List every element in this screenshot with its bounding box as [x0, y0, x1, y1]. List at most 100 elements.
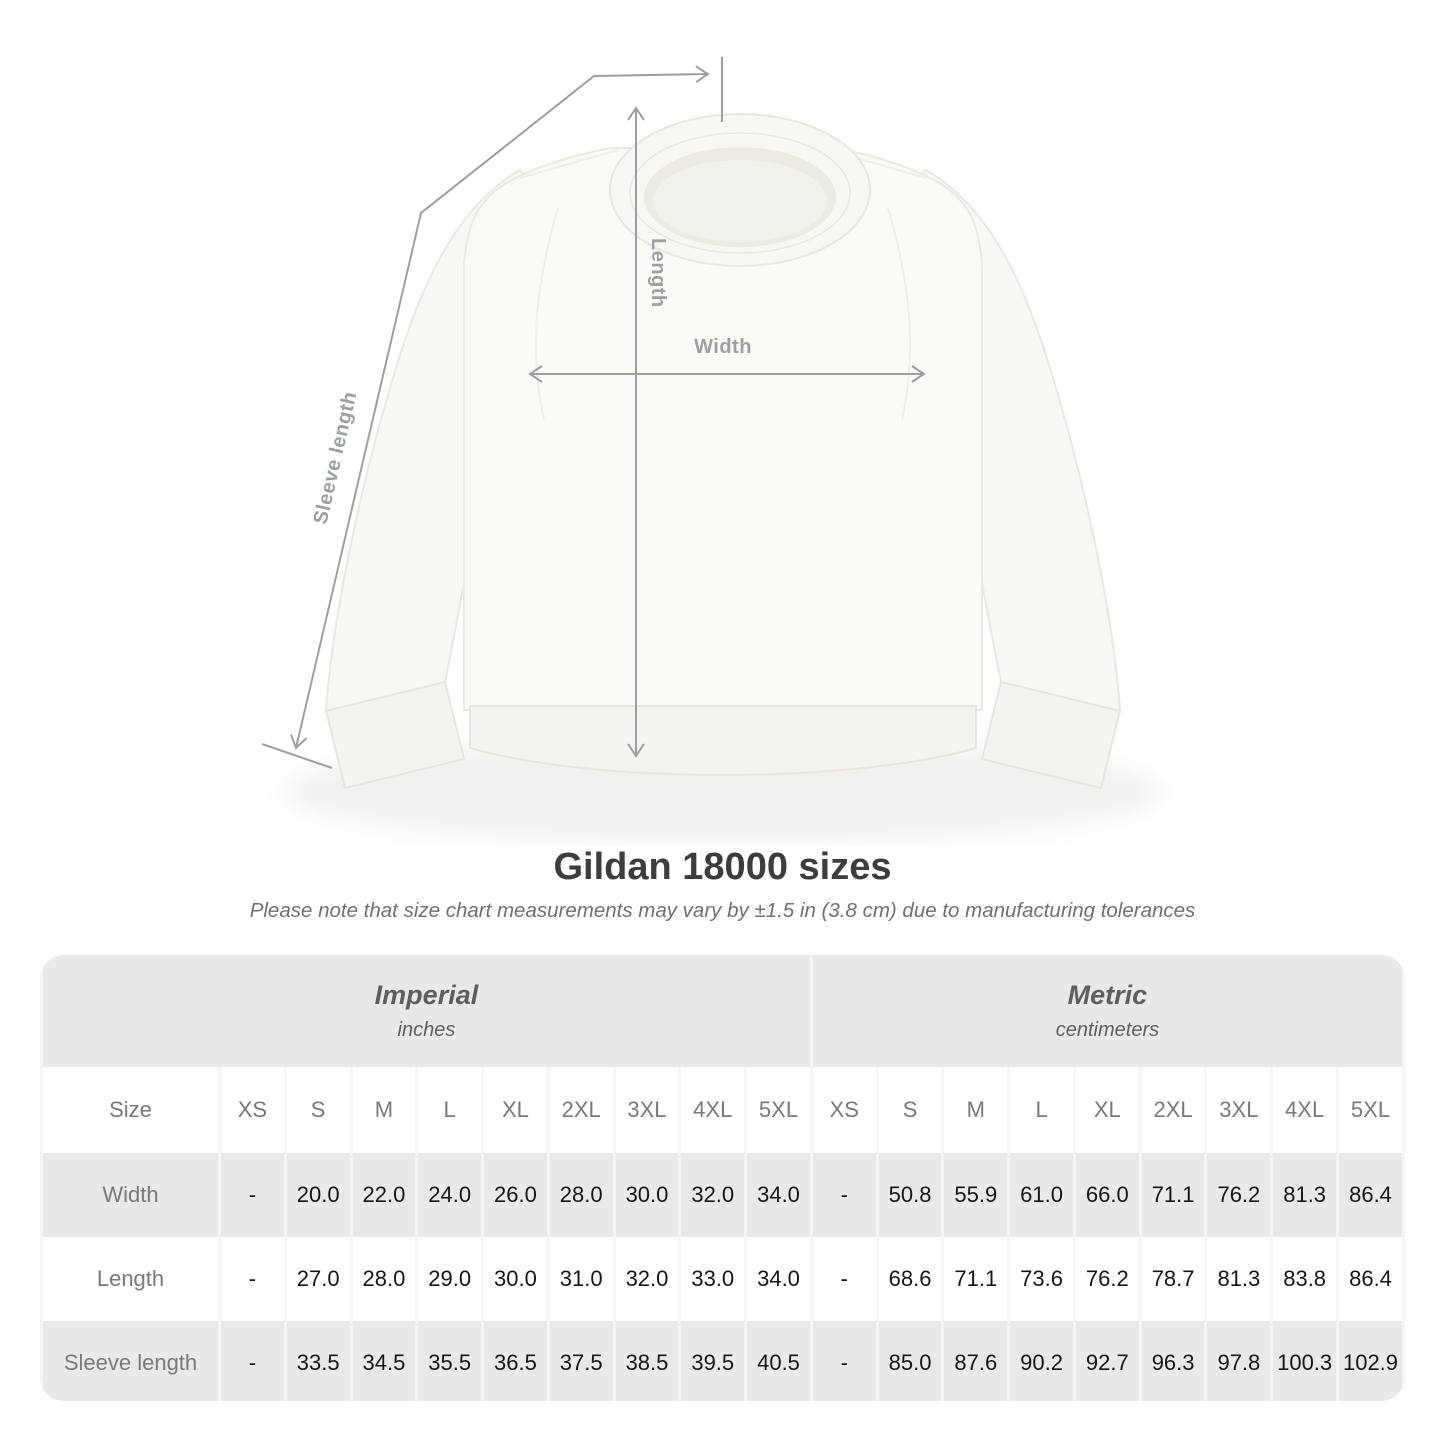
value-cell: 22.0	[352, 1153, 416, 1237]
value-cell: -	[221, 1321, 284, 1401]
size-header-cell: 5XL	[1339, 1067, 1402, 1153]
row-label: Width	[43, 1153, 218, 1237]
value-cell: 35.5	[418, 1321, 482, 1401]
imperial-label: Imperial	[374, 980, 479, 1010]
value-cell: 34.0	[747, 1237, 810, 1321]
size-header-cell: 2XL	[549, 1067, 613, 1153]
value-cell: 27.0	[286, 1237, 350, 1321]
row-label: Sleeve length	[43, 1321, 218, 1401]
value-cell: 40.5	[747, 1321, 810, 1401]
imperial-sublabel: inches	[397, 1019, 456, 1041]
tolerance-note: Please note that size chart measurements…	[249, 899, 1196, 922]
sleeve-length-line	[290, 65, 710, 750]
value-cell: 34.5	[352, 1321, 416, 1401]
size-header-cell: XS	[812, 1067, 876, 1153]
value-cell: 26.0	[484, 1153, 547, 1237]
value-cell: 87.6	[944, 1321, 1008, 1401]
value-cell: 30.0	[615, 1153, 679, 1237]
value-cell: 71.1	[1141, 1153, 1205, 1237]
value-cell: 36.5	[484, 1321, 547, 1401]
value-cell: 97.8	[1207, 1321, 1271, 1401]
value-cell: 32.0	[615, 1237, 679, 1321]
size-table: Imperial inches Metric centimeters Size X…	[40, 955, 1405, 1401]
value-cell: 33.5	[286, 1321, 350, 1401]
imperial-header-cell: Imperial inches	[43, 955, 810, 1067]
size-table-card: Imperial inches Metric centimeters Size X…	[40, 955, 1405, 1401]
value-cell: -	[221, 1153, 284, 1237]
size-header-row: Size XS S M L XL 2XL 3XL 4XL 5XL XS S M L XL 2XL 3XL 4XL 5…	[43, 1067, 1402, 1153]
value-cell: 83.8	[1273, 1237, 1337, 1321]
value-cell: 73.6	[1010, 1237, 1073, 1321]
size-header-cell: L	[1010, 1067, 1073, 1153]
value-cell: 90.2	[1010, 1321, 1073, 1401]
value-cell: 85.0	[878, 1321, 942, 1401]
value-cell: 96.3	[1141, 1321, 1205, 1401]
size-header-cell: 4XL	[1273, 1067, 1337, 1153]
length-measure-label: Length	[647, 238, 669, 308]
value-cell: 33.0	[681, 1237, 745, 1321]
ground-shadow	[283, 740, 1163, 844]
value-cell: 78.7	[1141, 1237, 1205, 1321]
value-cell: -	[221, 1237, 284, 1321]
value-cell: 81.3	[1273, 1153, 1337, 1237]
size-header-cell: S	[286, 1067, 350, 1153]
value-cell: 92.7	[1075, 1321, 1139, 1401]
value-cell: -	[812, 1237, 876, 1321]
metric-label: Metric	[1067, 980, 1148, 1010]
value-cell: 37.5	[549, 1321, 613, 1401]
value-cell: 76.2	[1207, 1153, 1271, 1237]
table-body: Size XS S M L XL 2XL 3XL 4XL 5XL XS S M L XL 2XL 3XL 4XL 5…	[43, 1067, 1402, 1401]
row-label: Length	[43, 1237, 218, 1321]
value-cell: 86.4	[1339, 1237, 1402, 1321]
size-header-cell: 3XL	[615, 1067, 679, 1153]
metric-sublabel: centimeters	[1055, 1019, 1160, 1041]
value-cell: 61.0	[1010, 1153, 1073, 1237]
value-cell: 81.3	[1207, 1237, 1271, 1321]
value-cell: 102.9	[1339, 1321, 1402, 1401]
size-column-header: Size	[43, 1067, 218, 1153]
size-header-cell: 3XL	[1207, 1067, 1271, 1153]
value-cell: 24.0	[418, 1153, 482, 1237]
page-title: Gildan 18000 sizes	[553, 846, 892, 888]
value-cell: 34.0	[747, 1153, 810, 1237]
value-cell: -	[812, 1321, 876, 1401]
size-header-cell: XL	[484, 1067, 547, 1153]
measurement-lines	[261, 57, 926, 769]
value-cell: -	[812, 1153, 876, 1237]
value-cell: 29.0	[418, 1237, 482, 1321]
value-cell: 66.0	[1075, 1153, 1139, 1237]
size-header-cell: M	[352, 1067, 416, 1153]
size-header-cell: XS	[221, 1067, 284, 1153]
metric-header-cell: Metric centimeters	[812, 955, 1402, 1067]
value-cell: 86.4	[1339, 1153, 1402, 1237]
measurement-row: Length -27.0 28.0 29.0 30.0 31.0 32.0 33.0 34.0-…	[43, 1237, 1402, 1321]
value-cell: 68.6	[878, 1237, 942, 1321]
unit-header-row: Imperial inches Metric centimeters	[43, 955, 1402, 1067]
measurement-row: Sleeve length -33.5 34.5 35.5 36.5 37.5 38.5 39…	[43, 1321, 1402, 1401]
value-cell: 50.8	[878, 1153, 942, 1237]
cuff-tick	[261, 743, 333, 769]
product-measurement-diagram: Length Width Sleeve length	[261, 57, 1163, 844]
value-cell: 39.5	[681, 1321, 745, 1401]
value-cell: 28.0	[549, 1153, 613, 1237]
value-cell: 100.3	[1273, 1321, 1337, 1401]
value-cell: 76.2	[1075, 1237, 1139, 1321]
measurement-row: Width -20.0 22.0 24.0 26.0 28.0 30.0 32.0 34.0-5…	[43, 1153, 1402, 1237]
size-header-cell: S	[878, 1067, 942, 1153]
size-header-cell: M	[944, 1067, 1008, 1153]
value-cell: 20.0	[286, 1153, 350, 1237]
value-cell: 31.0	[549, 1237, 613, 1321]
size-header-cell: 2XL	[1141, 1067, 1205, 1153]
value-cell: 55.9	[944, 1153, 1008, 1237]
value-cell: 30.0	[484, 1237, 547, 1321]
value-cell: 71.1	[944, 1237, 1008, 1321]
value-cell: 28.0	[352, 1237, 416, 1321]
value-cell: 32.0	[681, 1153, 745, 1237]
sweatshirt-illustration	[261, 57, 1163, 844]
size-header-cell: L	[418, 1067, 482, 1153]
width-measure-label: Width	[694, 336, 752, 358]
size-header-cell: 4XL	[681, 1067, 745, 1153]
size-header-cell: XL	[1075, 1067, 1139, 1153]
value-cell: 38.5	[615, 1321, 679, 1401]
